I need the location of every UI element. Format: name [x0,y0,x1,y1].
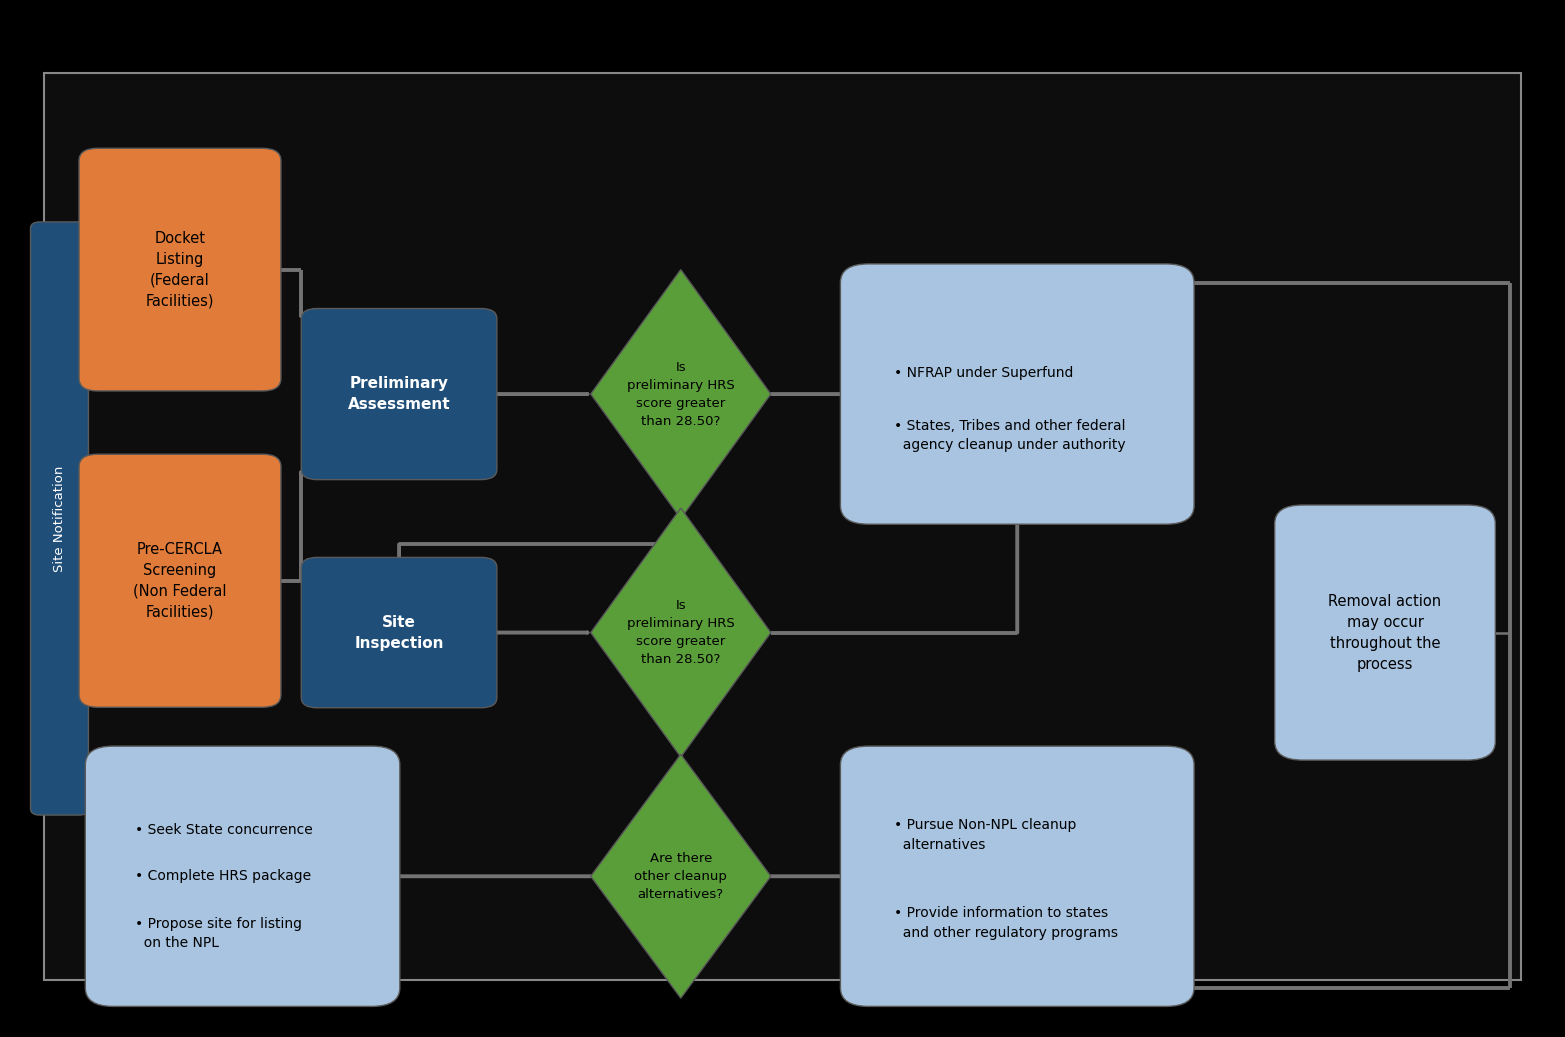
FancyBboxPatch shape [78,148,282,391]
Text: Preliminary
Assessment: Preliminary Assessment [347,376,451,412]
Text: • NFRAP under Superfund: • NFRAP under Superfund [894,366,1074,381]
FancyBboxPatch shape [300,558,498,708]
FancyBboxPatch shape [78,454,282,707]
Polygon shape [592,755,772,998]
Polygon shape [592,508,772,757]
Text: Removal action
may occur
throughout the
process: Removal action may occur throughout the … [1329,593,1441,672]
FancyBboxPatch shape [1275,505,1496,760]
FancyBboxPatch shape [840,264,1194,525]
Text: Docket
Listing
(Federal
Facilities): Docket Listing (Federal Facilities) [146,230,214,309]
Text: • Propose site for listing
  on the NPL: • Propose site for listing on the NPL [136,917,302,950]
Text: Site Notification: Site Notification [53,466,66,571]
FancyBboxPatch shape [300,309,498,480]
Text: Pre-CERCLA
Screening
(Non Federal
Facilities): Pre-CERCLA Screening (Non Federal Facili… [133,541,227,620]
Text: • Seek State concurrence: • Seek State concurrence [136,822,313,837]
Text: Site
Inspection: Site Inspection [354,615,444,650]
Text: Is
preliminary HRS
score greater
than 28.50?: Is preliminary HRS score greater than 28… [628,599,734,666]
Polygon shape [592,270,772,518]
Text: • Pursue Non-NPL cleanup
  alternatives: • Pursue Non-NPL cleanup alternatives [894,818,1077,851]
FancyBboxPatch shape [30,222,88,815]
Text: • Provide information to states
  and other regulatory programs: • Provide information to states and othe… [894,906,1117,940]
Text: Is
preliminary HRS
score greater
than 28.50?: Is preliminary HRS score greater than 28… [628,361,734,427]
Text: Are there
other cleanup
alternatives?: Are there other cleanup alternatives? [634,851,728,901]
FancyBboxPatch shape [85,747,401,1006]
Text: • Complete HRS package: • Complete HRS package [136,869,311,884]
Text: • States, Tribes and other federal
  agency cleanup under authority: • States, Tribes and other federal agenc… [894,419,1125,452]
FancyBboxPatch shape [840,747,1194,1006]
FancyBboxPatch shape [44,73,1521,980]
